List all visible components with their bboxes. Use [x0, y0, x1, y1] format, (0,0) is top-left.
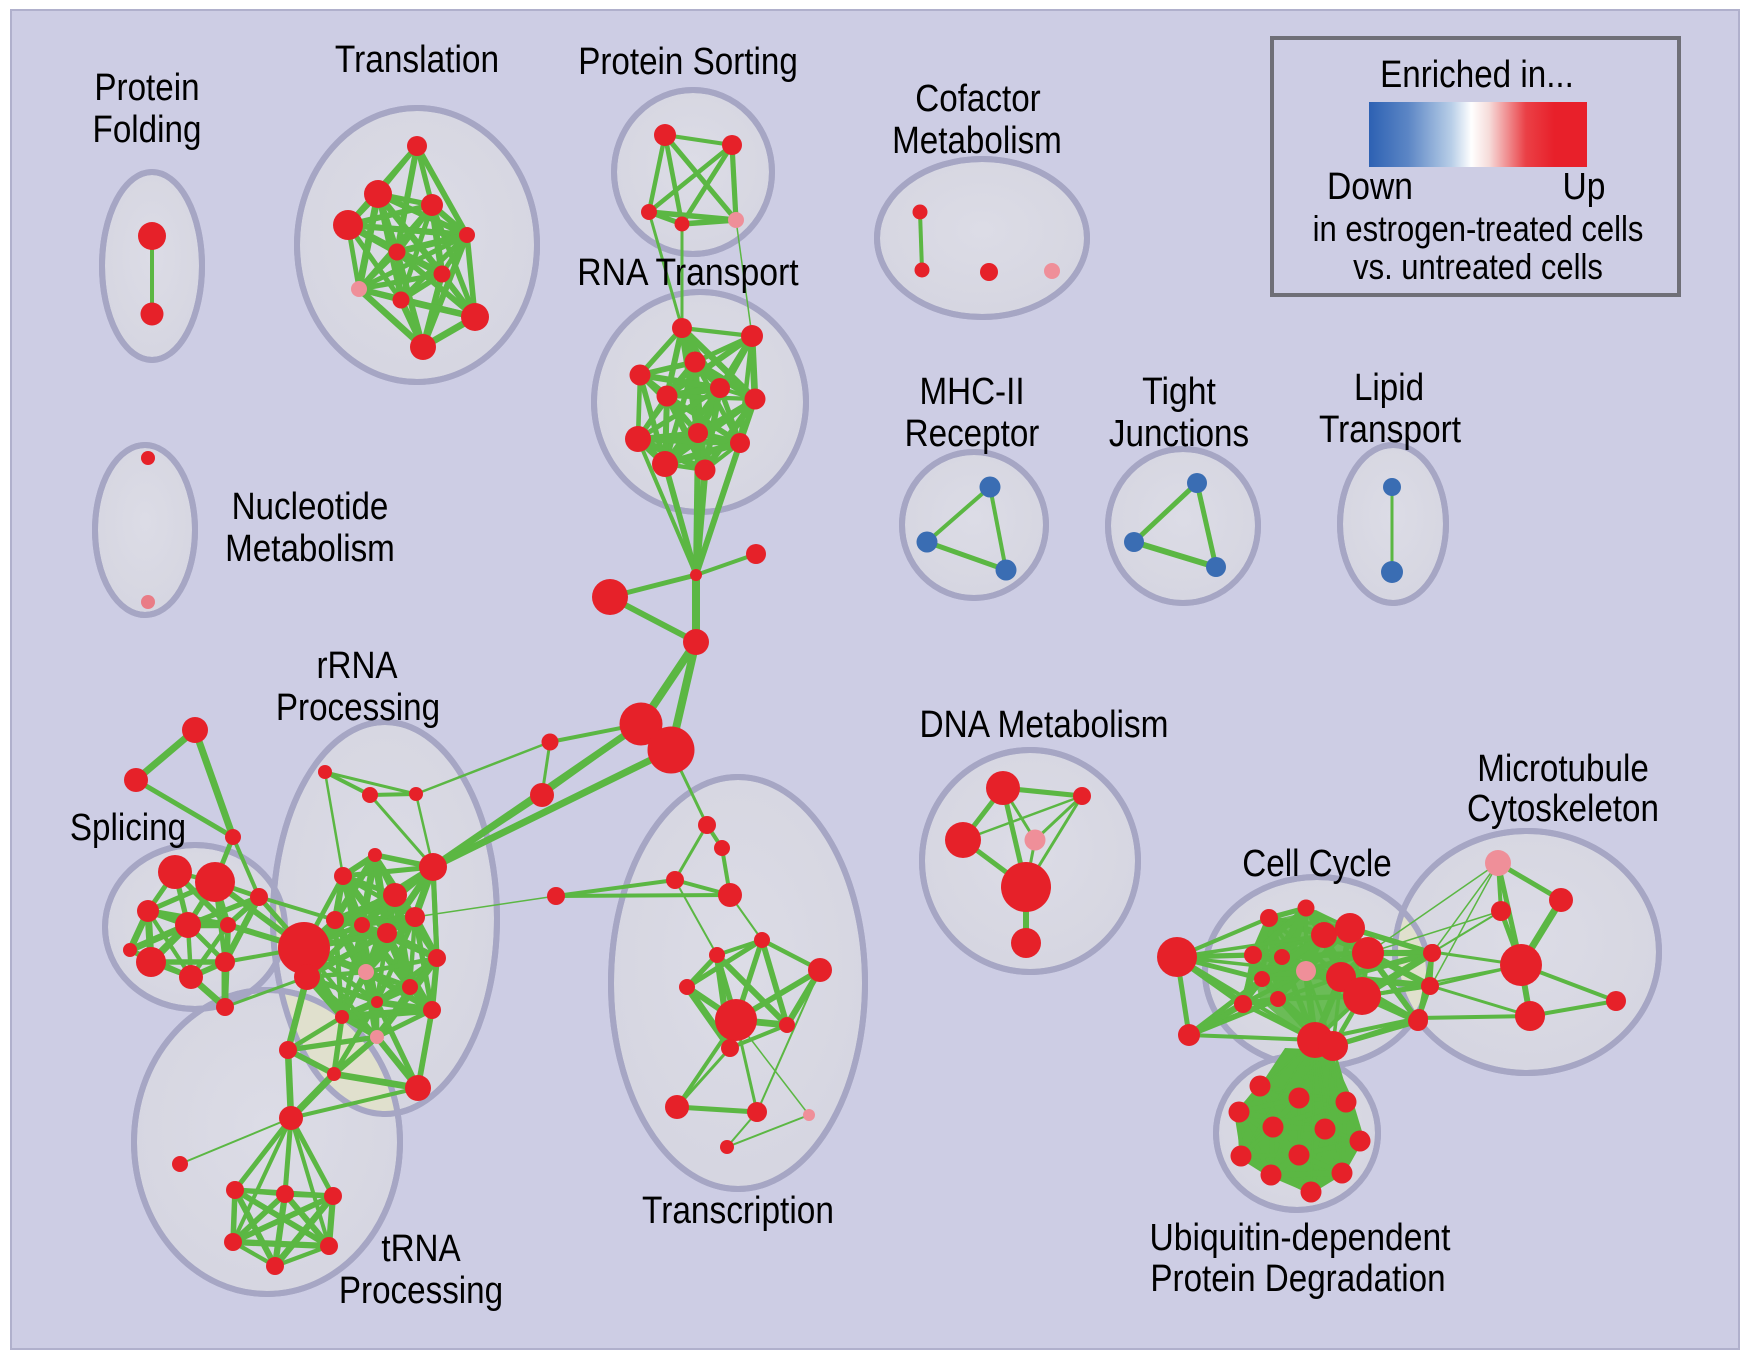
- svg-text:in estrogen-treated cells: in estrogen-treated cells: [1313, 208, 1644, 249]
- svg-text:tRNA: tRNA: [381, 1228, 461, 1270]
- svg-text:Nucleotide: Nucleotide: [232, 486, 389, 528]
- svg-text:Down: Down: [1327, 166, 1413, 208]
- svg-text:Junctions: Junctions: [1109, 413, 1249, 455]
- svg-text:Transcription: Transcription: [642, 1190, 834, 1232]
- svg-text:Enriched in...: Enriched in...: [1380, 54, 1574, 96]
- svg-text:Processing: Processing: [276, 687, 440, 729]
- svg-text:Cofactor: Cofactor: [915, 78, 1041, 120]
- svg-text:Lipid: Lipid: [1354, 367, 1424, 409]
- svg-text:Cell Cycle: Cell Cycle: [1242, 843, 1391, 885]
- svg-text:Protein Sorting: Protein Sorting: [578, 41, 798, 83]
- svg-text:Microtubule: Microtubule: [1477, 748, 1649, 790]
- svg-text:RNA Transport: RNA Transport: [577, 252, 799, 294]
- svg-text:Cytoskeleton: Cytoskeleton: [1467, 788, 1659, 830]
- svg-text:MHC-II: MHC-II: [919, 371, 1024, 413]
- svg-text:Splicing: Splicing: [70, 807, 186, 849]
- svg-text:Metabolism: Metabolism: [225, 528, 395, 570]
- svg-text:Protein: Protein: [94, 67, 199, 109]
- svg-text:Transport: Transport: [1319, 409, 1461, 451]
- svg-text:Up: Up: [1563, 166, 1606, 208]
- svg-text:Tight: Tight: [1142, 371, 1216, 413]
- svg-text:vs. untreated cells: vs. untreated cells: [1353, 246, 1603, 287]
- svg-text:DNA Metabolism: DNA Metabolism: [920, 704, 1169, 746]
- svg-text:rRNA: rRNA: [316, 645, 398, 687]
- svg-text:Ubiquitin-dependent: Ubiquitin-dependent: [1150, 1217, 1451, 1259]
- svg-text:Metabolism: Metabolism: [892, 120, 1062, 162]
- svg-text:Receptor: Receptor: [905, 413, 1040, 455]
- svg-text:Processing: Processing: [339, 1270, 503, 1312]
- svg-text:Folding: Folding: [93, 109, 202, 151]
- svg-text:Protein Degradation: Protein Degradation: [1150, 1258, 1445, 1300]
- svg-text:Translation: Translation: [335, 39, 499, 81]
